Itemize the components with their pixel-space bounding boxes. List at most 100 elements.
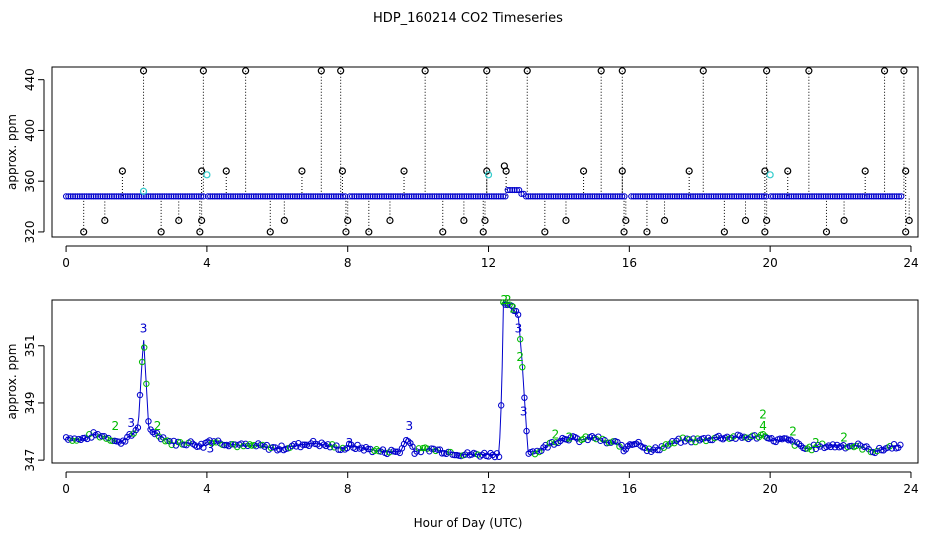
data-point [776, 193, 784, 200]
data-point [433, 193, 440, 200]
data-point [280, 193, 287, 200]
data-point [521, 394, 528, 401]
outlier-point [562, 216, 570, 225]
top-panel: 0 4 8 12 16 20 24 320 360 400 440 approx. ppm [5, 66, 919, 270]
outlier-point [805, 67, 813, 75]
data-point [346, 193, 353, 200]
data-point [500, 193, 507, 200]
data-point [387, 193, 395, 200]
data-point [747, 193, 754, 200]
data-point [172, 193, 180, 200]
data-point [701, 193, 708, 200]
data-point [321, 193, 328, 200]
data-point [138, 358, 146, 366]
outlier-point [400, 167, 408, 175]
digit-label: 2 [552, 427, 560, 441]
data-point [117, 193, 125, 200]
data-point [429, 193, 436, 200]
data-point [403, 193, 411, 200]
data-point [781, 193, 788, 200]
data-point [815, 193, 823, 200]
data-point [717, 193, 724, 200]
data-point [710, 193, 717, 200]
digit-label: 3 [207, 442, 215, 456]
data-point [181, 193, 189, 200]
data-point [619, 193, 626, 200]
data-point [401, 193, 408, 200]
data-point [124, 193, 131, 200]
y-axis-label: approx. ppm [5, 344, 19, 420]
data-point [559, 193, 566, 200]
data-point [570, 193, 578, 200]
outlier-point [80, 228, 88, 236]
data-point [878, 446, 885, 454]
data-point [424, 193, 431, 200]
data-point [582, 193, 589, 200]
data-point [221, 441, 228, 449]
data-point [770, 193, 777, 200]
data-point [120, 193, 127, 200]
data-point [236, 193, 244, 200]
data-point [527, 193, 534, 200]
data-point [163, 193, 170, 200]
data-point [438, 450, 446, 457]
data-point [342, 193, 349, 200]
data-point [101, 193, 109, 200]
data-point [856, 193, 864, 200]
data-point [177, 193, 184, 200]
data-point [136, 193, 143, 200]
data-point [129, 193, 136, 200]
data-point [795, 193, 802, 200]
data-point [67, 193, 74, 200]
data-point [875, 193, 882, 200]
data-point [262, 193, 269, 200]
data-point [243, 193, 250, 200]
data-point [891, 193, 898, 200]
data-point [275, 193, 282, 200]
digit-label: 2 [509, 302, 517, 316]
data-point [763, 193, 770, 200]
y-tick-label: 440 [23, 68, 37, 91]
data-point [774, 193, 781, 200]
digit-label: 2 [566, 430, 574, 444]
data-point [820, 193, 827, 200]
x-tick-label: 20 [763, 482, 778, 496]
data-point [541, 193, 548, 200]
data-point [497, 402, 505, 409]
outlier-point [199, 67, 207, 75]
data-point [667, 193, 674, 200]
data-point [897, 441, 904, 449]
data-point [133, 193, 141, 200]
data-point [394, 193, 401, 200]
data-point [733, 193, 740, 200]
data-point [538, 447, 545, 454]
data-point [760, 193, 768, 200]
data-point [705, 193, 713, 200]
data-point [555, 439, 562, 447]
data-point [364, 445, 372, 453]
data-point [477, 193, 484, 200]
y-axis-label: approx. ppm [5, 114, 19, 190]
data-point [397, 193, 404, 200]
data-point [602, 193, 610, 200]
data-point [410, 193, 417, 200]
outlier-point [198, 167, 206, 175]
data-point [517, 336, 524, 343]
data-point [829, 193, 836, 200]
x-tick-label: 4 [203, 482, 211, 496]
outlier-point [784, 167, 792, 175]
data-point [195, 193, 202, 200]
data-point [861, 193, 868, 200]
data-point [568, 193, 575, 200]
x-tick-label: 16 [622, 482, 637, 496]
data-point [97, 193, 104, 200]
data-point [339, 193, 347, 200]
outlier-point [902, 167, 910, 175]
digit-label: 2 [759, 407, 767, 421]
data-point [300, 193, 308, 200]
data-point [316, 442, 323, 450]
data-point [657, 193, 665, 200]
outlier-point [479, 228, 487, 236]
